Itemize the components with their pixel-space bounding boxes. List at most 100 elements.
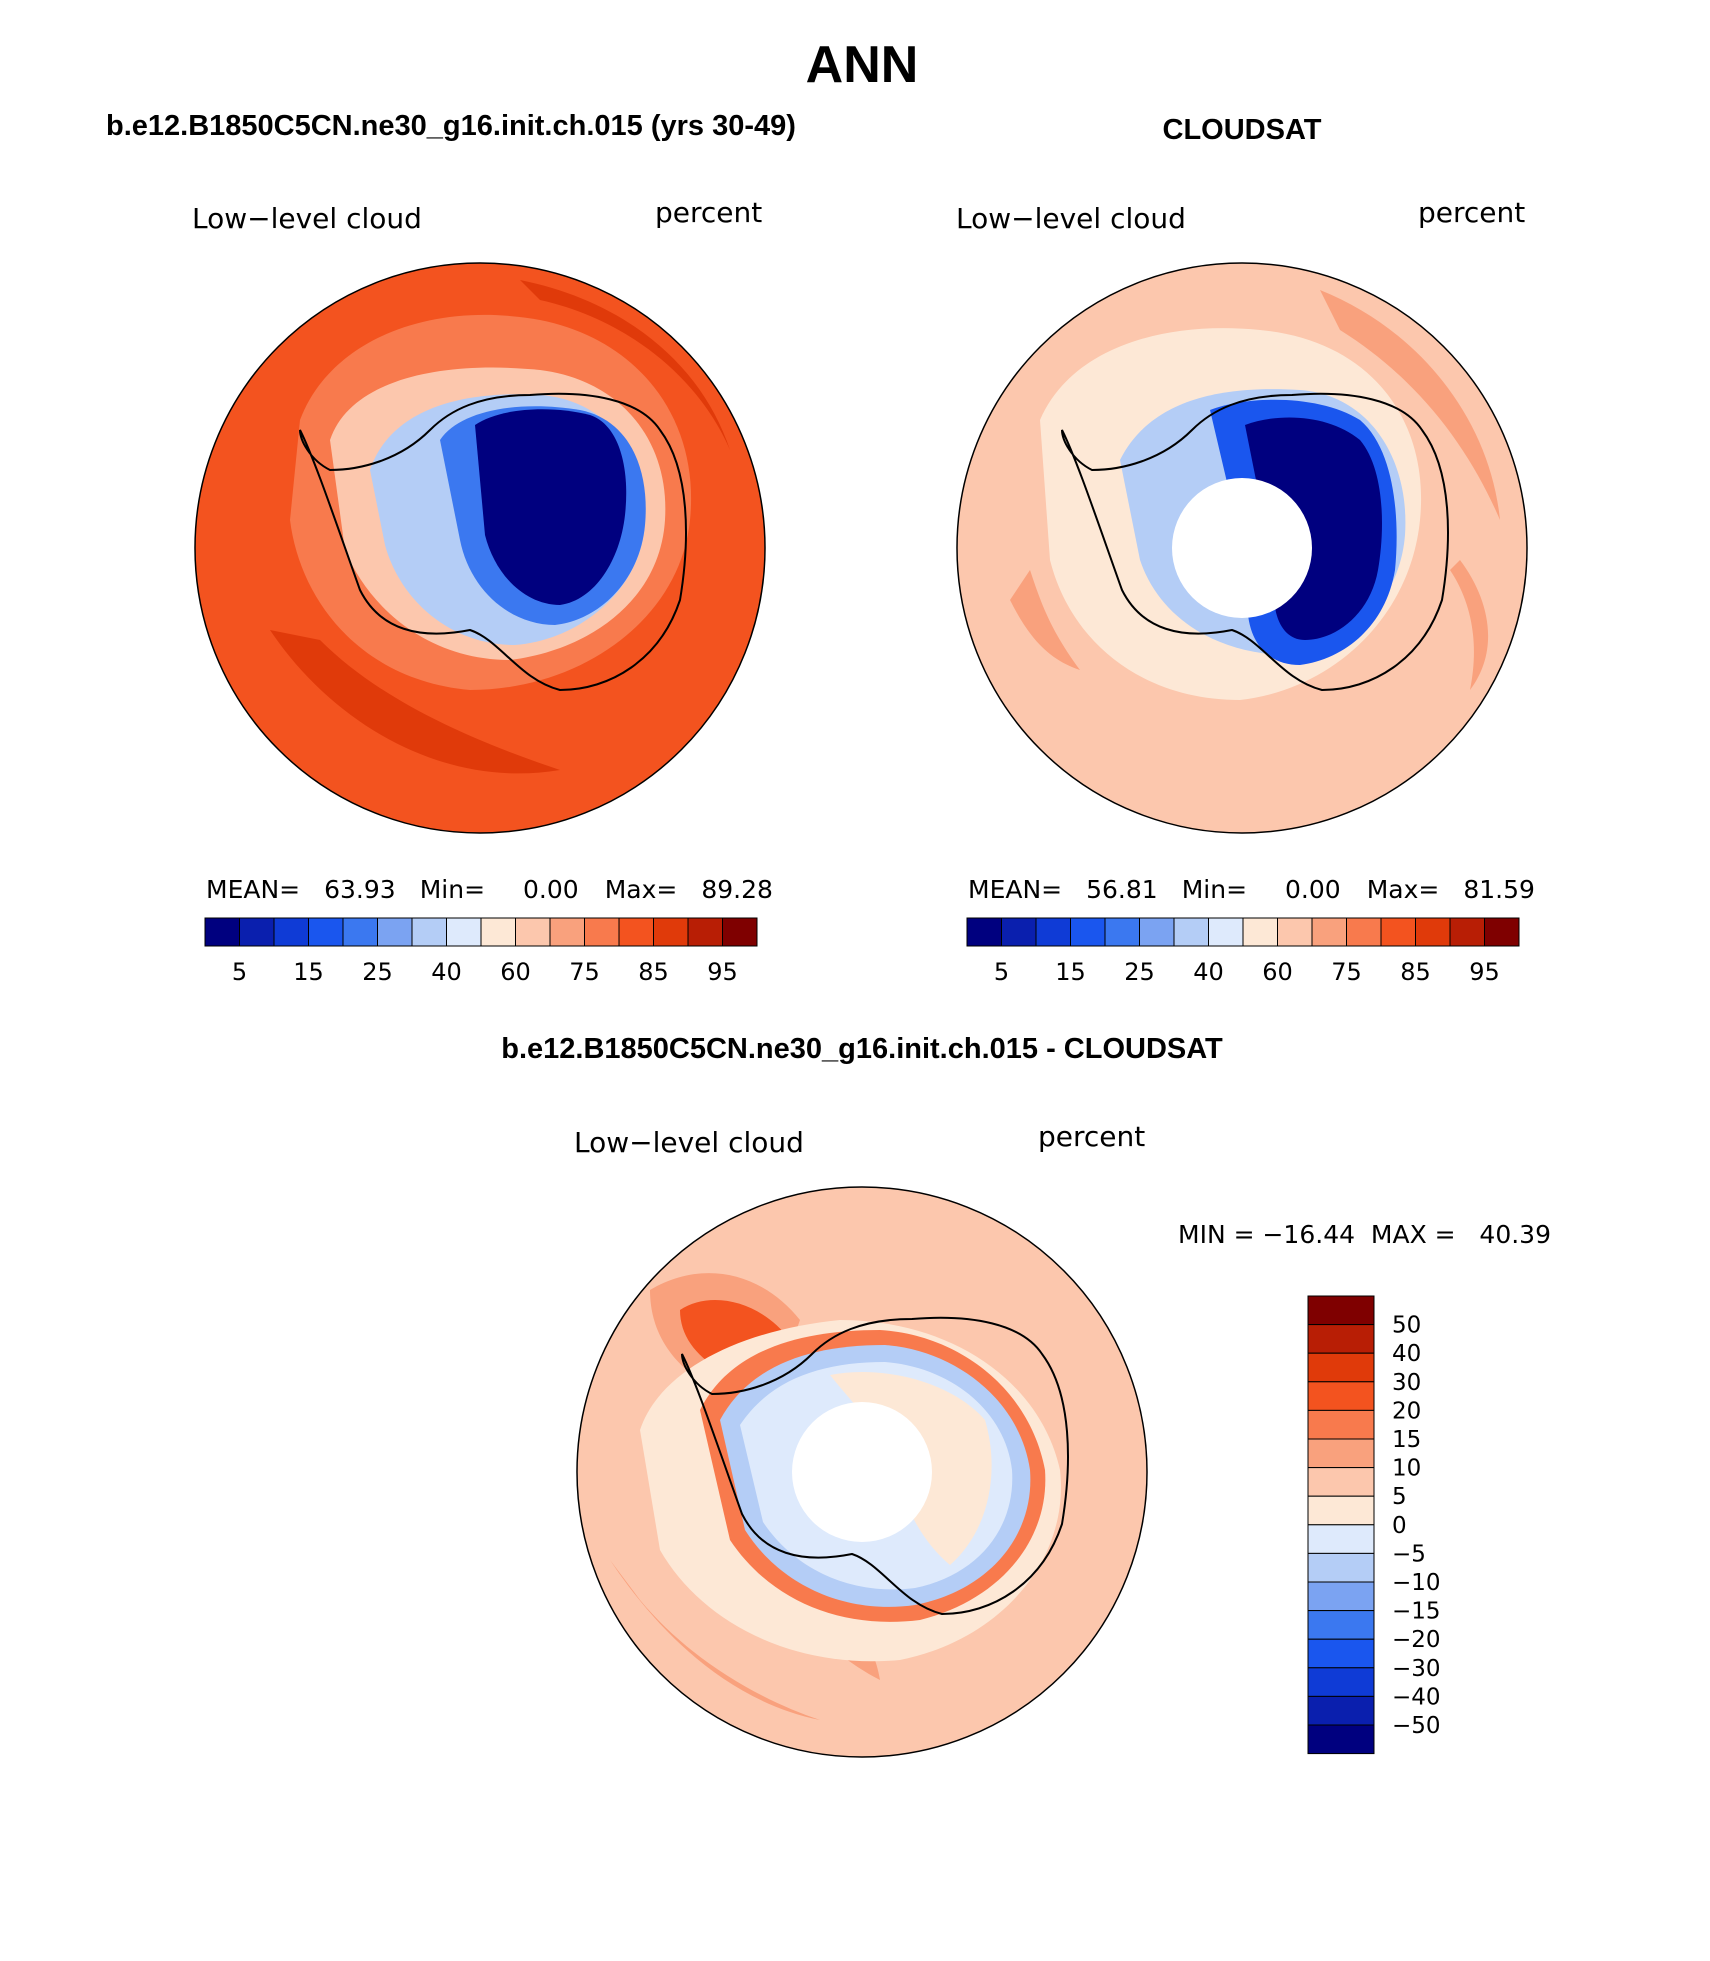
model-stats-line: MEAN= 63.93 Min= 0.00 Max= 89.28 <box>206 875 773 904</box>
obs-stats-line: MEAN= 56.81 Min= 0.00 Max= 81.59 <box>968 875 1535 904</box>
obs-polar-hole <box>1172 478 1312 618</box>
obs-map-outline <box>956 262 1528 834</box>
obs-panel-header: CLOUDSAT <box>1163 114 1322 146</box>
diff-panel-header: b.e12.B1850C5CN.ne30_g16.init.ch.015 - C… <box>501 1033 1223 1065</box>
colorbar-swatch <box>1070 917 1106 947</box>
figure-title: ANN <box>806 36 919 94</box>
model-plateau <box>475 409 627 605</box>
colorbar-tick-label: 95 <box>707 958 738 986</box>
model-max-label: Max= <box>605 875 678 904</box>
obs-ocean-band <box>1010 290 1500 690</box>
colorbar-swatch <box>308 917 344 947</box>
model-mean-label: MEAN= <box>206 875 300 904</box>
colorbar-swatch <box>1307 1695 1375 1726</box>
colorbar-swatch <box>446 917 482 947</box>
model-mean-value: 63.93 <box>324 875 396 904</box>
diff-units-label: percent <box>1038 1120 1145 1153</box>
colorbar-tick-label: −15 <box>1392 1599 1441 1625</box>
colorbar-swatch <box>1307 1409 1375 1440</box>
colorbar-tick-label: 0 <box>1392 1513 1407 1539</box>
colorbar-swatch <box>1307 1295 1375 1326</box>
model-max-value: 89.28 <box>701 875 773 904</box>
obs-max-label: Max= <box>1367 875 1440 904</box>
obs-min-value: 0.00 <box>1285 875 1341 904</box>
colorbar-swatch <box>618 917 654 947</box>
colorbar-swatch <box>1307 1667 1375 1697</box>
colorbar-tick-label: −5 <box>1392 1541 1426 1567</box>
colorbar-tick-label: −20 <box>1392 1627 1441 1653</box>
colorbar-swatch <box>377 917 413 947</box>
colorbar-tick-label: 30 <box>1392 1370 1421 1396</box>
colorbar-swatch <box>1139 917 1175 947</box>
obs-min-label: Min= <box>1182 875 1247 904</box>
colorbar-tick-label: 5 <box>994 958 1009 986</box>
colorbar-tick-label: 85 <box>638 958 669 986</box>
colorbar-tick-label: 15 <box>293 958 324 986</box>
diff-minmax-text: MIN = −16.44 MAX = 40.39 <box>1178 1220 1551 1249</box>
colorbar-swatch <box>1415 917 1451 947</box>
colorbar-tick-label: 10 <box>1392 1456 1421 1482</box>
model-units-label: percent <box>655 196 762 229</box>
colorbar-tick-label: 15 <box>1392 1427 1421 1453</box>
model-colorbar: 5 15 25 40 60 75 85 95 <box>204 917 758 986</box>
colorbar-tick-label: 50 <box>1392 1313 1421 1339</box>
obs-coastline <box>1061 392 1449 692</box>
colorbar-swatch <box>1104 917 1140 947</box>
diff-map <box>577 1187 1147 1757</box>
obs-colorbar: 5 15 25 40 60 75 85 95 <box>966 917 1520 986</box>
colorbar-tick-label: 5 <box>1392 1484 1407 1510</box>
model-panel-header: b.e12.B1850C5CN.ne30_g16.init.ch.015 (yr… <box>106 110 796 142</box>
colorbar-swatch <box>1307 1581 1375 1612</box>
colorbar-tick-label: −40 <box>1392 1684 1441 1710</box>
colorbar-tick-label: 85 <box>1400 958 1431 986</box>
colorbar-swatch <box>411 917 447 947</box>
diff-map-outline <box>576 1186 1148 1758</box>
colorbar-swatch <box>1001 917 1037 947</box>
colorbar-swatch <box>1346 917 1382 947</box>
colorbar-tick-label: −10 <box>1392 1570 1441 1596</box>
colorbar-tick-label: 95 <box>1469 958 1500 986</box>
colorbar-tick-label: 40 <box>1392 1341 1421 1367</box>
colorbar-swatch <box>1242 917 1278 947</box>
obs-panel: Low−level cloud percent MEAN= 56.81 Min= 0.… <box>956 196 1535 986</box>
colorbar-tick-label: 20 <box>1392 1398 1421 1424</box>
colorbar-swatch <box>584 917 620 947</box>
diff-coastline <box>681 1316 1069 1616</box>
colorbar-tick-label: 75 <box>1331 958 1362 986</box>
obs-map <box>957 263 1527 833</box>
colorbar-swatch <box>1035 917 1071 947</box>
colorbar-swatch <box>1311 917 1347 947</box>
obs-field-label: Low−level cloud <box>956 202 1186 235</box>
colorbar-swatch <box>204 917 240 947</box>
colorbar-tick-label: 40 <box>431 958 462 986</box>
colorbar-swatch <box>1307 1495 1375 1526</box>
colorbar-swatch <box>1307 1638 1375 1669</box>
colorbar-tick-label: 60 <box>500 958 531 986</box>
colorbar-tick-label: 40 <box>1193 958 1224 986</box>
model-min-value: 0.00 <box>523 875 579 904</box>
colorbar-swatch <box>1307 1324 1375 1354</box>
colorbar-tick-label: −30 <box>1392 1656 1441 1682</box>
colorbar-swatch <box>722 917 758 947</box>
diff-polar-hole <box>792 1402 932 1542</box>
colorbar-swatch <box>1307 1438 1375 1469</box>
colorbar-swatch <box>1307 1467 1375 1497</box>
colorbar-swatch <box>1277 917 1313 947</box>
colorbar-swatch <box>1307 1610 1375 1640</box>
model-panel: Low−level cloud percent MEAN= 63.93 Min= 0.… <box>192 196 773 986</box>
diff-field-label: Low−level cloud <box>574 1126 804 1159</box>
colorbar-swatch <box>1449 917 1485 947</box>
colorbar-tick-label: 15 <box>1055 958 1086 986</box>
obs-max-value: 81.59 <box>1463 875 1535 904</box>
colorbar-swatch <box>342 917 378 947</box>
colorbar-swatch <box>687 917 723 947</box>
colorbar-swatch <box>1307 1724 1375 1755</box>
colorbar-swatch <box>1307 1524 1375 1554</box>
colorbar-swatch <box>549 917 585 947</box>
colorbar-swatch <box>515 917 551 947</box>
colorbar-swatch <box>239 917 275 947</box>
obs-mean-label: MEAN= <box>968 875 1062 904</box>
colorbar-tick-label: −50 <box>1392 1713 1441 1739</box>
